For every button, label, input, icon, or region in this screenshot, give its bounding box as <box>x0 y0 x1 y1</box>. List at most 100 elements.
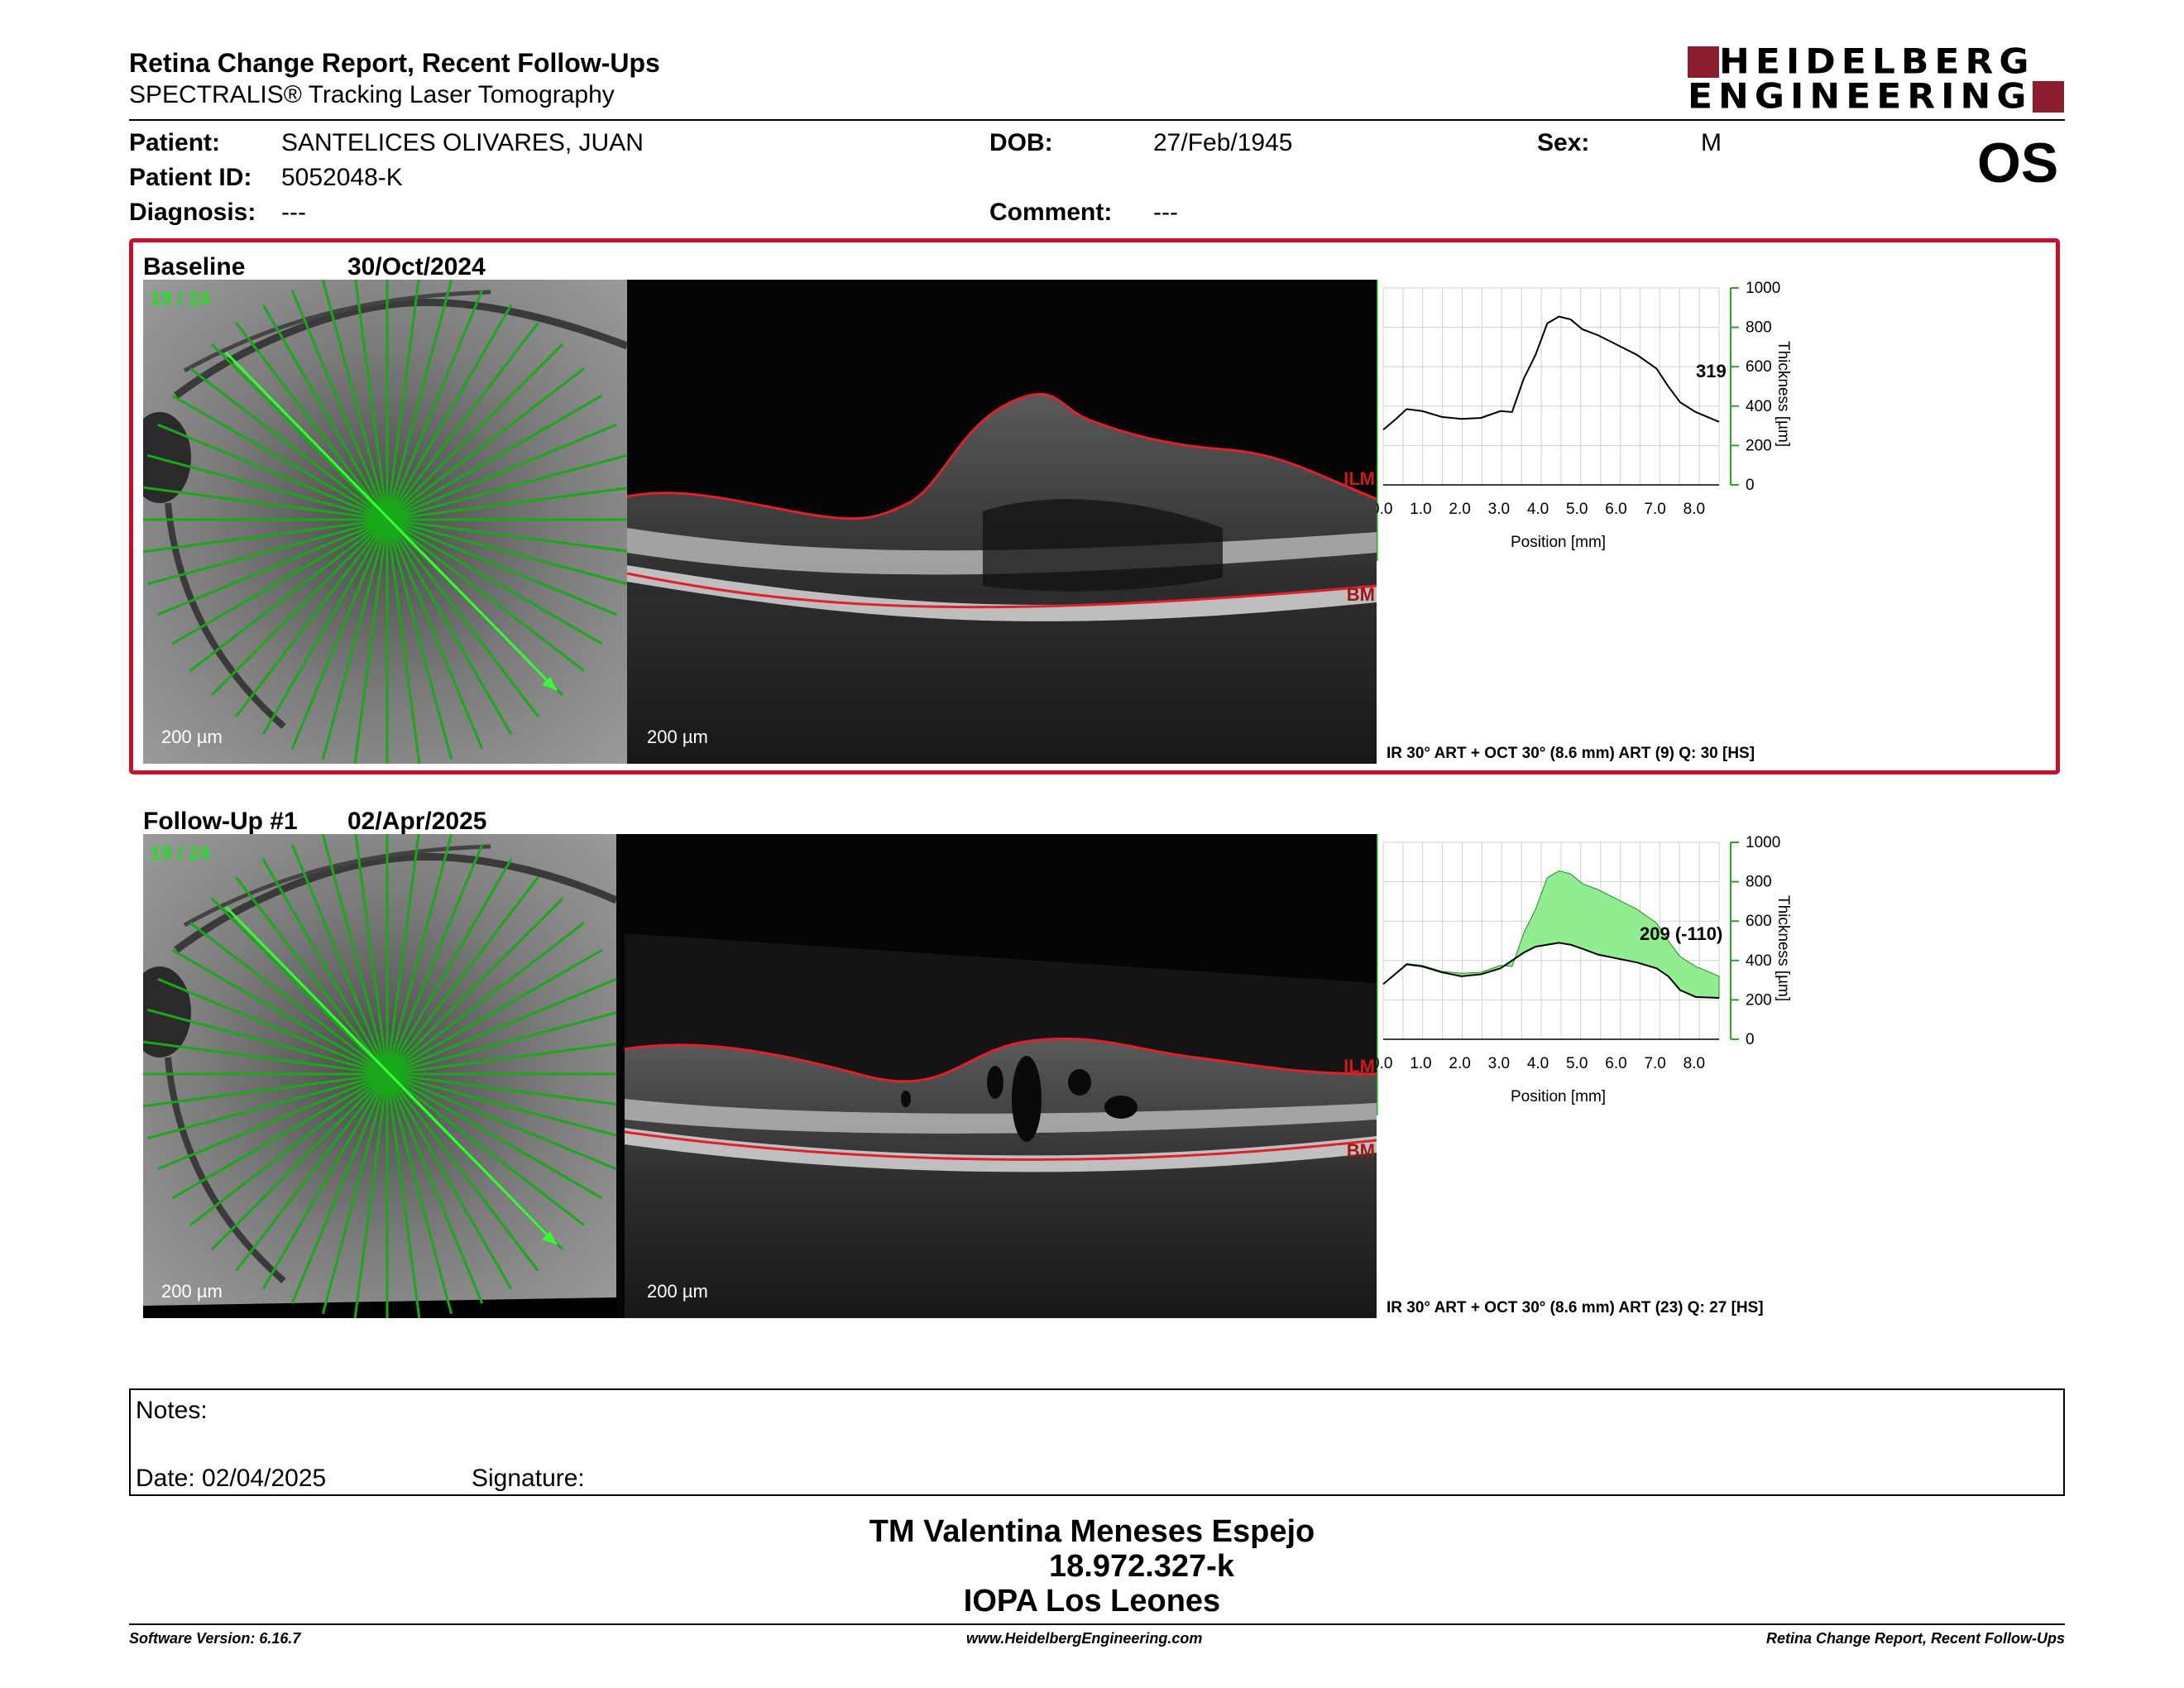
baseline-chart-plot: 0 200 400 600 800 1000 0.0 1.0 2.0 3.0 4.0 5.0 6.0 7.… <box>1377 280 1780 518</box>
x-tick-label: 4.0 <box>1527 1055 1549 1072</box>
x-tick-label: 6.0 <box>1605 1055 1626 1072</box>
followup-thickness-chart: 0 200 400 600 800 1000 0.0 1.0 2.0 3.0 4.0 5.0 6.0 7.… <box>1377 834 1780 1115</box>
y-tick-label: 600 <box>1746 358 1772 376</box>
dob-value: 27/Feb/1945 <box>1153 129 1293 156</box>
baseline-date: 30/Oct/2024 <box>347 253 486 281</box>
followup-y-axis-label: Thickness [µm] <box>1774 895 1792 1002</box>
x-tick-label: 2.0 <box>1449 1055 1470 1072</box>
followup-date: 02/Apr/2025 <box>347 808 487 835</box>
baseline-label: Baseline <box>143 253 246 281</box>
report-title: Retina Change Report, Recent Follow-Ups <box>129 48 660 78</box>
signer-id: 18.972.327-k <box>1049 1549 1234 1584</box>
followup-bscan-svg <box>616 834 1377 1318</box>
followup-scan-index: 19 / 24 <box>150 842 211 865</box>
followup-bscan-scale: 200 µm <box>647 1281 708 1302</box>
baseline-bscan-image: ILM BM 200 µm <box>627 280 1377 764</box>
followup-thickness-line <box>1382 942 1720 1000</box>
diagnosis-label: Diagnosis: <box>129 199 256 226</box>
y-tick-label: 800 <box>1746 874 1772 891</box>
website-link[interactable]: www.HeidelbergEngineering.com <box>966 1630 1203 1647</box>
signer-institution: IOPA Los Leones <box>963 1584 1221 1618</box>
logo-line-1: HEIDELBERG <box>1719 41 2035 82</box>
x-tick-label: 5.0 <box>1566 1055 1588 1072</box>
y-tick-label: 1000 <box>1746 834 1780 851</box>
baseline-thickness-chart: 0 200 400 600 800 1000 0.0 1.0 2.0 3.0 4.0 5.0 6.0 7.… <box>1377 280 1780 561</box>
sex-value: M <box>1701 129 1722 156</box>
baseline-thickness-line <box>1382 315 1720 431</box>
x-tick-label: 2.0 <box>1449 501 1470 518</box>
baseline-scan-index: 19 / 24 <box>150 288 211 310</box>
x-tick-label: 1.0 <box>1410 1055 1431 1072</box>
followup-label: Follow-Up #1 <box>143 808 298 835</box>
y-tick-label: 600 <box>1746 913 1772 930</box>
scan-center-marker <box>369 501 405 538</box>
followup-fundus-image: 19 / 24 200 µm <box>143 834 616 1318</box>
y-tick-label: 400 <box>1746 398 1772 415</box>
signature-label: Signature: <box>472 1465 585 1492</box>
software-version: Software Version: 6.16.7 <box>129 1630 301 1647</box>
comment-label: Comment: <box>989 199 1113 226</box>
notes-box <box>129 1388 2065 1496</box>
baseline-thickness-value: 319 <box>1696 361 1727 381</box>
baseline-x-axis-label: Position [mm] <box>1511 534 1607 551</box>
sex-label: Sex: <box>1537 129 1590 156</box>
heidelberg-logo: HEIDELBERG ENGINEERING <box>1688 41 2068 117</box>
notes-label: Notes: <box>136 1397 208 1424</box>
logo-square-top <box>1688 46 1719 78</box>
followup-chart-plot: 0 200 400 600 800 1000 0.0 1.0 2.0 3.0 4.0 5.0 6.0 7.… <box>1377 834 1780 1072</box>
baseline-y-axis-label: Thickness [µm] <box>1774 341 1792 448</box>
followup-bscan-image: ILM BM 200 µm <box>616 834 1377 1318</box>
comment-value: --- <box>1153 199 1178 226</box>
x-tick-label: 7.0 <box>1644 1055 1665 1072</box>
followup-fundus-svg <box>143 834 616 1318</box>
y-tick-label: 200 <box>1746 437 1772 454</box>
logo-square-bottom <box>2032 81 2064 113</box>
followup-ilm-label: ILM <box>1343 1056 1375 1077</box>
y-tick-label: 800 <box>1746 319 1772 337</box>
y-tick-label: 1000 <box>1746 280 1780 297</box>
y-tick-label: 200 <box>1746 991 1772 1009</box>
x-tick-label: 3.0 <box>1488 1055 1510 1072</box>
logo-line-2: ENGINEERING <box>1688 76 2033 117</box>
footer-rule <box>129 1623 2065 1625</box>
followup-fundus-scale: 200 µm <box>161 1281 223 1302</box>
baseline-panel <box>129 238 2060 774</box>
baseline-acq-info: IR 30° ART + OCT 30° (8.6 mm) ART (9) Q:… <box>1387 745 1755 762</box>
patient-id-value: 5052048-K <box>281 164 403 191</box>
x-tick-label: 0.0 <box>1377 501 1392 518</box>
x-tick-label: 8.0 <box>1684 501 1705 518</box>
signer-name: TM Valentina Meneses Espejo <box>869 1514 1315 1549</box>
dob-label: DOB: <box>989 129 1053 156</box>
x-tick-label: 5.0 <box>1566 501 1588 518</box>
x-tick-label: 1.0 <box>1410 501 1431 518</box>
followup-thickness-value: 209 (-110) <box>1640 923 1723 944</box>
baseline-fundus-image: 19 / 24 200 µm <box>143 280 627 764</box>
baseline-bscan-svg <box>627 280 1377 764</box>
patient-name: SANTELICES OLIVARES, JUAN <box>281 129 644 156</box>
scan-center-marker <box>369 1056 405 1092</box>
patient-id-label: Patient ID: <box>129 164 252 191</box>
notes-date: Date: 02/04/2025 <box>136 1465 327 1492</box>
followup-x-axis-label: Position [mm] <box>1511 1088 1607 1105</box>
x-tick-label: 7.0 <box>1644 501 1665 518</box>
baseline-fundus-svg <box>143 280 627 764</box>
x-tick-label: 6.0 <box>1605 501 1626 518</box>
followup-acq-info: IR 30° ART + OCT 30° (8.6 mm) ART (23) Q… <box>1387 1299 1764 1316</box>
y-tick-label: 400 <box>1746 952 1772 970</box>
report-subtitle: SPECTRALIS® Tracking Laser Tomography <box>129 81 615 108</box>
footer-report-name: Retina Change Report, Recent Follow-Ups <box>1765 1630 2065 1647</box>
x-tick-label: 4.0 <box>1527 501 1549 518</box>
patient-label: Patient: <box>129 129 221 156</box>
baseline-bscan-scale: 200 µm <box>647 727 708 747</box>
baseline-fundus-scale: 200 µm <box>161 727 223 747</box>
baseline-bm-label: BM <box>1346 584 1375 605</box>
header-rule <box>129 119 2065 121</box>
x-tick-label: 3.0 <box>1488 501 1510 518</box>
y-tick-label: 0 <box>1746 1031 1755 1048</box>
y-tick-label: 0 <box>1746 477 1755 494</box>
baseline-ilm-label: ILM <box>1343 468 1375 489</box>
eye-label: OS <box>1977 132 2059 194</box>
x-tick-label: 8.0 <box>1684 1055 1705 1072</box>
followup-bm-label: BM <box>1346 1140 1375 1161</box>
x-tick-label: 0.0 <box>1377 1055 1392 1072</box>
